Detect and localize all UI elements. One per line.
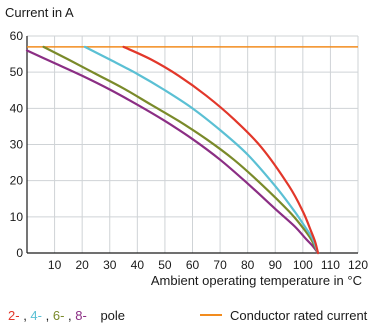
legend-pole-2: 2- (8, 308, 20, 323)
y-tick-label: 20 (10, 174, 24, 188)
legend-pole-group: 2- , 4- , 6- , 8- pole (8, 308, 125, 323)
series-line-8-pole (25, 49, 320, 255)
grid-lines (26, 35, 359, 254)
legend: 2- , 4- , 6- , 8- pole Conductor rated c… (8, 308, 368, 323)
y-tick-label: 50 (10, 65, 24, 79)
x-tick-label: 20 (75, 258, 89, 272)
legend-pole-6: 6- (53, 308, 65, 323)
legend-sep: , (23, 308, 30, 323)
x-tick-label: 60 (186, 258, 200, 272)
x-tick-label: 40 (131, 258, 145, 272)
series-line-4-pole (83, 45, 320, 255)
y-tick-label: 30 (10, 138, 24, 152)
y-axis-title: Current in A (5, 5, 74, 20)
axis-tick-labels: 10 20 30 40 50 60 70 80 90 100 110 120 0 10 20 30 40 50 60 (10, 29, 369, 272)
y-tick-label: 0 (16, 246, 23, 260)
series-line-2-pole (122, 45, 320, 255)
x-tick-label: 70 (213, 258, 227, 272)
data-series (25, 45, 358, 255)
x-tick-label: 90 (269, 258, 283, 272)
x-tick-label: 30 (103, 258, 117, 272)
x-tick-label: 50 (158, 258, 172, 272)
x-tick-label: 100 (293, 258, 313, 272)
x-tick-label: 110 (321, 258, 340, 272)
x-tick-label: 10 (48, 258, 62, 272)
legend-sep: , (46, 308, 53, 323)
x-axis-title: Ambient operating temperature in °C (151, 273, 362, 288)
x-tick-label: 80 (241, 258, 255, 272)
y-tick-label: 10 (10, 210, 24, 224)
series-line-6-pole (42, 45, 320, 255)
legend-pole-8: 8- (75, 308, 87, 323)
legend-pole-4: 4- (30, 308, 42, 323)
legend-rated-label: Conductor rated current (230, 308, 368, 323)
x-tick-label: 120 (348, 258, 368, 272)
legend-sep: , (68, 308, 75, 323)
legend-pole-suffix: pole (100, 308, 125, 323)
y-tick-label: 60 (10, 29, 24, 43)
y-tick-label: 40 (10, 101, 24, 115)
